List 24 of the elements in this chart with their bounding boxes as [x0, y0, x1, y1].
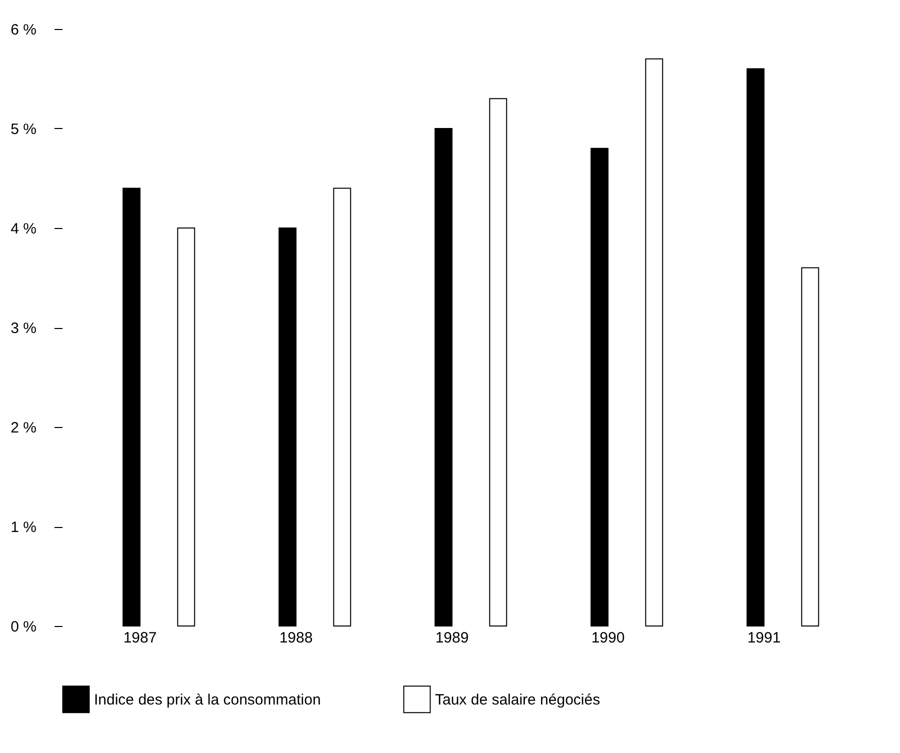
bar	[122, 188, 140, 626]
bar	[434, 128, 452, 626]
x-tick-label: 1988	[279, 630, 313, 646]
x-tick-label: 1987	[123, 630, 157, 646]
bar	[801, 267, 820, 626]
bar	[177, 228, 196, 626]
x-tick-label: 1990	[591, 630, 625, 646]
bar	[746, 68, 764, 626]
x-tick-label: 1991	[747, 630, 781, 646]
y-tick-label: 2 %	[10, 420, 36, 436]
y-tick-label: 1 %	[10, 519, 36, 536]
legend-label: Taux de salaire négociés	[435, 691, 600, 708]
y-tick-label: 0 %	[10, 618, 36, 636]
y-tick-label: 3 %	[10, 320, 36, 337]
bar	[489, 98, 508, 626]
y-tick-label: 4 %	[10, 220, 36, 238]
x-tick-label: 1989	[435, 630, 469, 646]
y-tick-label: 6 %	[10, 22, 36, 38]
bar	[590, 148, 608, 626]
bar	[278, 228, 296, 626]
bar	[645, 58, 664, 626]
legend-label: Indice des prix à la consommation	[94, 691, 321, 708]
y-tick-label: 5 %	[10, 121, 36, 138]
bar	[333, 188, 352, 626]
